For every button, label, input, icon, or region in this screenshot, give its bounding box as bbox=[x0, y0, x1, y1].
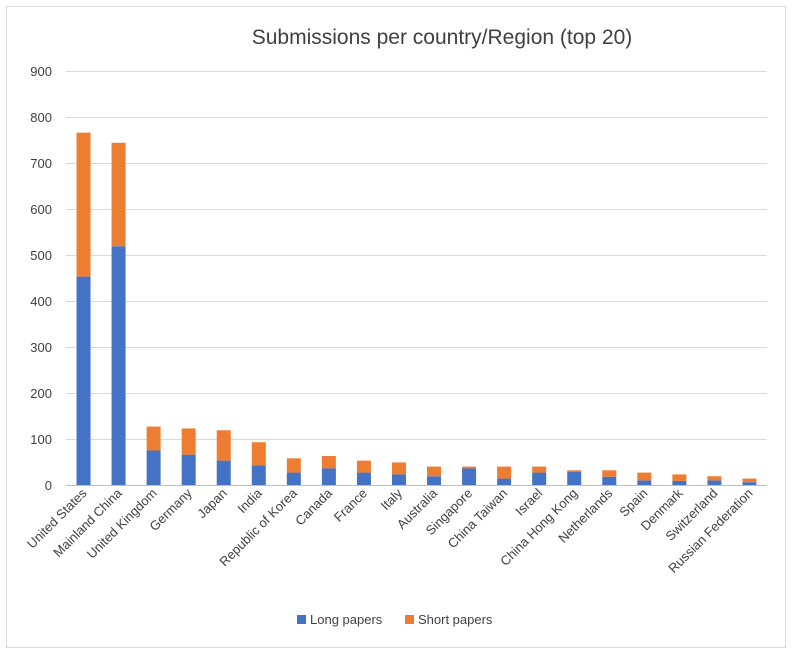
legend-swatch-long-papers bbox=[297, 615, 306, 624]
x-tick-label: Canada bbox=[292, 485, 335, 528]
x-tick-label: France bbox=[331, 486, 370, 525]
bar-short-papers-united-states bbox=[76, 132, 91, 277]
chart-title: Submissions per country/Region (top 20) bbox=[252, 26, 633, 49]
bars bbox=[76, 132, 757, 485]
bar-short-papers-switzerland bbox=[707, 476, 722, 481]
bar-long-papers-united-kingdom bbox=[146, 450, 161, 485]
bar-long-papers-netherlands bbox=[602, 476, 617, 485]
bar-short-papers-russian-federation bbox=[742, 478, 757, 483]
y-tick-label: 300 bbox=[30, 340, 52, 355]
bar-short-papers-japan bbox=[216, 430, 231, 461]
bar-long-papers-united-states bbox=[76, 276, 91, 485]
bar-short-papers-france bbox=[356, 460, 371, 473]
bar-long-papers-china-hong-kong bbox=[567, 471, 582, 485]
bar-long-papers-china-taiwan bbox=[497, 478, 512, 485]
y-tick-label: 800 bbox=[30, 110, 52, 125]
bar-short-papers-china-hong-kong bbox=[567, 470, 582, 472]
bar-short-papers-china-taiwan bbox=[497, 466, 512, 479]
bar-short-papers-italy bbox=[391, 462, 406, 475]
bar-long-papers-japan bbox=[216, 460, 231, 485]
y-tick-label: 600 bbox=[30, 202, 52, 217]
bar-short-papers-united-kingdom bbox=[146, 426, 161, 451]
x-tick-label: Italy bbox=[378, 485, 406, 513]
bar-long-papers-israel bbox=[532, 472, 547, 485]
bar-long-papers-russian-federation bbox=[742, 482, 757, 485]
bar-long-papers-australia bbox=[427, 476, 442, 485]
bar-long-papers-denmark bbox=[672, 480, 687, 485]
bar-short-papers-republic-of-korea bbox=[286, 458, 301, 473]
y-tick-label: 900 bbox=[30, 64, 52, 79]
chart-frame bbox=[6, 6, 786, 648]
bar-short-papers-spain bbox=[637, 472, 652, 481]
legend-label-long-papers: Long papers bbox=[310, 612, 383, 627]
y-tick-label: 500 bbox=[30, 248, 52, 263]
bar-short-papers-denmark bbox=[672, 474, 687, 481]
bar-short-papers-india bbox=[251, 442, 266, 466]
y-tick-label: 200 bbox=[30, 386, 52, 401]
bar-long-papers-singapore bbox=[462, 468, 477, 485]
bar-long-papers-mainland-china bbox=[111, 246, 126, 485]
bar-short-papers-israel bbox=[532, 466, 547, 473]
legend-label-short-papers: Short papers bbox=[418, 612, 493, 627]
bar-short-papers-australia bbox=[427, 466, 442, 477]
gridlines bbox=[66, 71, 767, 440]
y-tick-label: 400 bbox=[30, 294, 52, 309]
bar-long-papers-canada bbox=[321, 468, 336, 485]
x-tick-label: India bbox=[234, 485, 265, 516]
bar-long-papers-republic-of-korea bbox=[286, 472, 301, 485]
bar-short-papers-netherlands bbox=[602, 470, 617, 477]
bar-short-papers-germany bbox=[181, 428, 196, 455]
legend: Long papers Short papers bbox=[297, 612, 493, 627]
x-tick-label: Japan bbox=[194, 486, 230, 522]
bar-long-papers-spain bbox=[637, 480, 652, 485]
bar-long-papers-germany bbox=[181, 454, 196, 485]
bar-short-papers-canada bbox=[321, 456, 336, 469]
bar-short-papers-singapore bbox=[462, 466, 477, 469]
legend-swatch-short-papers bbox=[405, 615, 414, 624]
bar-long-papers-france bbox=[356, 472, 371, 485]
y-tick-label: 700 bbox=[30, 156, 52, 171]
bar-long-papers-italy bbox=[391, 474, 406, 485]
bar-short-papers-mainland-china bbox=[111, 142, 126, 247]
bar-long-papers-switzerland bbox=[707, 480, 722, 485]
y-axis-ticks: 0 100 200 300 400 500 600 700 800 900 bbox=[30, 64, 52, 493]
y-tick-label: 100 bbox=[30, 432, 52, 447]
bar-long-papers-india bbox=[251, 465, 266, 485]
y-tick-label: 0 bbox=[45, 478, 52, 493]
